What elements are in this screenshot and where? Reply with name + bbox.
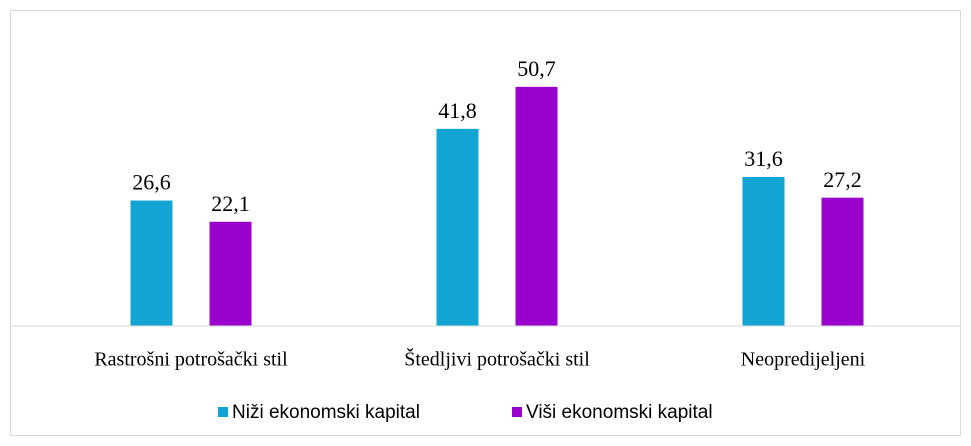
- legend-swatch: [512, 407, 522, 417]
- legend-label: Viši ekonomski kapital: [526, 402, 713, 423]
- bar: [436, 128, 479, 326]
- bar: [130, 200, 173, 326]
- data-label: 27,2: [823, 167, 862, 192]
- x-tick-label: Neopredijeljeni: [741, 349, 866, 371]
- x-tick-label: Rastrošni potrošački stil: [94, 349, 288, 371]
- x-tick-label: Štedljivi potrošački stil: [404, 347, 590, 371]
- data-label: 50,7: [517, 56, 556, 81]
- data-label: 26,6: [132, 170, 171, 195]
- bar: [515, 86, 558, 327]
- bar: [821, 197, 864, 326]
- data-label: 41,8: [438, 98, 477, 123]
- data-label: 31,6: [744, 146, 783, 171]
- bar: [209, 221, 252, 326]
- data-label: 22,1: [211, 191, 250, 216]
- legend-label: Niži ekonomski kapital: [232, 402, 420, 423]
- bar: [742, 176, 785, 326]
- legend-swatch: [218, 407, 228, 417]
